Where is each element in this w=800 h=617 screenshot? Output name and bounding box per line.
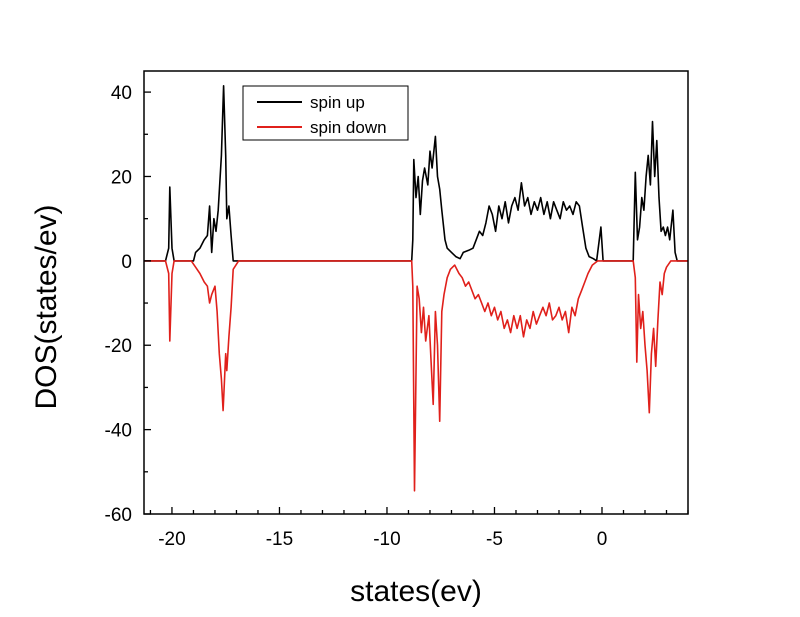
x-tick-label: -15 — [266, 529, 293, 550]
y-tick-label: 40 — [111, 83, 132, 104]
x-axis-title: states(ev) — [350, 575, 482, 608]
series-line-spin-up — [144, 85, 688, 262]
plot-frame — [143, 70, 689, 515]
y-tick-label: -40 — [105, 421, 132, 442]
series-line-spin-down — [144, 260, 688, 492]
y-tick-label: -60 — [105, 505, 132, 526]
legend-box — [242, 85, 409, 141]
plot-lines — [144, 85, 688, 492]
x-tick-label: 0 — [597, 529, 608, 550]
legend-label-spin-up: spin up — [310, 93, 365, 112]
legend-label-spin-down: spin down — [310, 118, 387, 137]
x-tick-label: -20 — [158, 529, 185, 550]
y-axis-title: DOS(states/ev) — [30, 204, 63, 409]
y-tick-label: -20 — [105, 336, 132, 357]
legend: spin up spin down — [242, 85, 409, 141]
x-tick-label: -5 — [486, 529, 503, 550]
axis-ticks: -20 -15 -10 -5 0 -60 -40 -20 0 20 40 — [105, 83, 689, 550]
x-tick-label: -10 — [373, 529, 400, 550]
y-tick-label: 20 — [111, 167, 132, 188]
y-tick-label: 0 — [121, 252, 132, 273]
